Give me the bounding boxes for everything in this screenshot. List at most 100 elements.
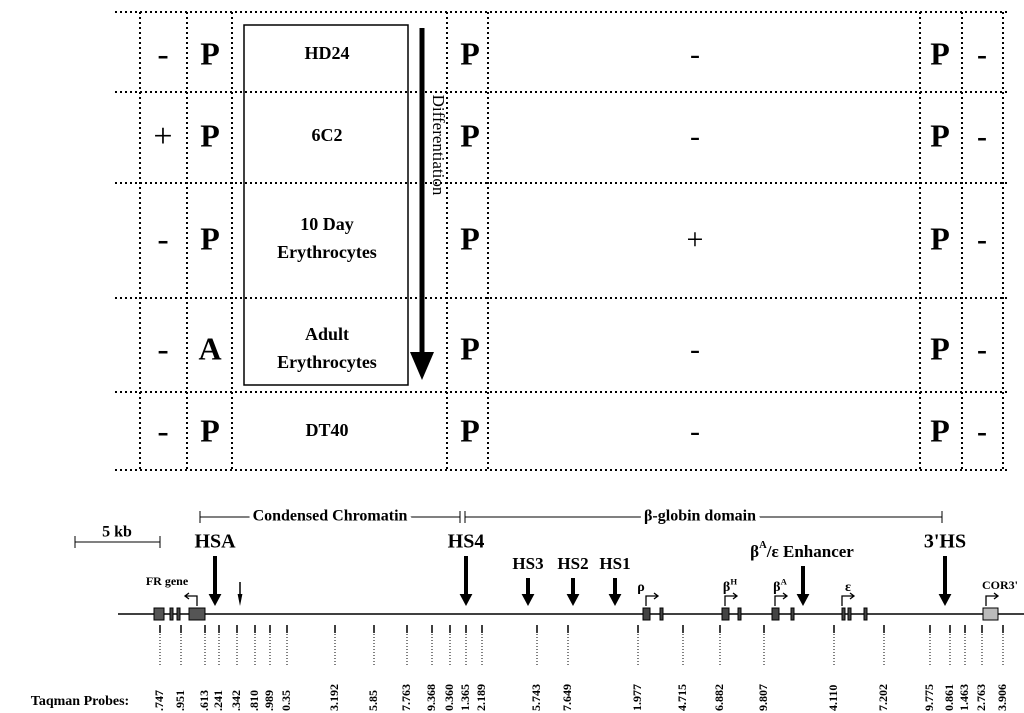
cell-type: Erythrocytes: [277, 242, 377, 262]
gene-label-base: ρ: [637, 580, 645, 595]
cell-mark: -: [690, 38, 700, 71]
probe-label: .342: [229, 690, 243, 711]
site-arrow-head: [608, 594, 622, 606]
probe-label: 0.35: [279, 690, 293, 711]
probe-label: .810: [247, 690, 261, 711]
exon: [659, 607, 664, 621]
cell-mark: -: [977, 38, 987, 71]
site-label: 3'HS: [924, 531, 966, 553]
promoter-arrow: [841, 592, 856, 606]
cell-mark: P: [460, 220, 480, 256]
cell-mark: P: [200, 35, 220, 71]
cell-mark: P: [930, 330, 950, 366]
exon: [169, 607, 174, 621]
cell-mark: -: [690, 415, 700, 448]
site-label: HSA: [194, 531, 236, 553]
cell-mark: -: [157, 413, 168, 450]
exon: [642, 607, 651, 621]
cell-mark: -: [690, 120, 700, 153]
probe-label: 2.763: [974, 684, 988, 711]
cell-mark: P: [200, 412, 220, 448]
gene-label-base: β: [723, 580, 730, 595]
site-arrow-head: [208, 594, 222, 606]
cell-mark: -: [157, 221, 168, 258]
site-arrow-head: [938, 594, 952, 606]
cell-mark: -: [157, 331, 168, 368]
probe-label: 0.861: [942, 684, 956, 711]
cell-type: DT40: [305, 420, 348, 440]
probe-label: .989: [262, 690, 276, 711]
enhancer-label: βA/ε Enhancer: [750, 541, 854, 561]
exon: [188, 607, 206, 621]
promoter-arrow: [724, 592, 739, 606]
exon: [153, 607, 165, 621]
cell-type: 6C2: [312, 125, 343, 145]
probe-label: 7.763: [399, 684, 413, 711]
exon: [771, 607, 780, 621]
cell-mark: P: [200, 117, 220, 153]
site-arrow-head: [237, 594, 243, 606]
gene-label-base: ε: [845, 580, 851, 595]
cell-mark: P: [460, 117, 480, 153]
site-label: HS4: [448, 531, 485, 553]
cell-box: [243, 24, 409, 386]
promoter-arrow: [774, 592, 789, 606]
probe-label: 3.192: [327, 684, 341, 711]
cell-mark: P: [930, 412, 950, 448]
cell-mark: -: [977, 333, 987, 366]
arrow-head: [410, 352, 434, 380]
gene-label: ε: [845, 580, 851, 595]
probe-label: 7.649: [560, 684, 574, 711]
cell-mark: +: [153, 118, 172, 155]
cell-mark: P: [930, 220, 950, 256]
promoter-arrow: [645, 592, 660, 606]
probe-label: 9.807: [756, 684, 770, 711]
gene-label: ρ: [637, 580, 645, 595]
cell-mark: -: [977, 120, 987, 153]
site-label: HS3: [512, 554, 543, 573]
gene-label: βH: [723, 576, 737, 595]
probe-label: 6.882: [712, 684, 726, 711]
exon: [721, 607, 730, 621]
bracket-label: β-globin domain: [644, 508, 756, 525]
cell-mark: P: [200, 220, 220, 256]
probe-label: 1.977: [630, 684, 644, 711]
exon: [737, 607, 742, 621]
probe-label: .747: [152, 690, 166, 711]
gene-label-sup: H: [730, 576, 737, 586]
site-label: HS1: [599, 554, 630, 573]
cell-mark: P: [930, 35, 950, 71]
exon: [863, 607, 868, 621]
cell-mark: -: [977, 415, 987, 448]
gene-label: COR3': [982, 578, 1018, 592]
cell-mark: P: [460, 412, 480, 448]
site-arrow-head: [459, 594, 473, 606]
exon: [847, 607, 852, 621]
enhancer-label-base: β: [750, 542, 759, 561]
arrow-label: Differentiation: [429, 95, 448, 196]
probe-label: 9.368: [424, 684, 438, 711]
probe-label: 5.85: [366, 690, 380, 711]
probe-label: 2.189: [474, 684, 488, 711]
probe-label: 5.743: [529, 684, 543, 711]
site-arrow-head: [521, 594, 535, 606]
site-label: HS2: [557, 554, 588, 573]
probe-label: 1.463: [957, 684, 971, 711]
cell-type: 10 Day: [300, 214, 354, 234]
cell-mark: P: [930, 117, 950, 153]
probe-label: 1.365: [458, 684, 472, 711]
gene-label: βA: [773, 576, 787, 595]
probe-label: .951: [173, 690, 187, 711]
probe-label: .613: [197, 690, 211, 711]
cell-mark: -: [157, 36, 168, 73]
cell-mark: A: [198, 330, 221, 366]
exon: [790, 607, 795, 621]
probe-label: 3.906: [995, 684, 1009, 711]
cell-type: Adult: [305, 324, 349, 344]
probe-label: .241: [211, 690, 225, 711]
probe-label: 9.775: [922, 684, 936, 711]
cell-type: Erythrocytes: [277, 352, 377, 372]
exon: [176, 607, 181, 621]
cell-mark: P: [460, 35, 480, 71]
